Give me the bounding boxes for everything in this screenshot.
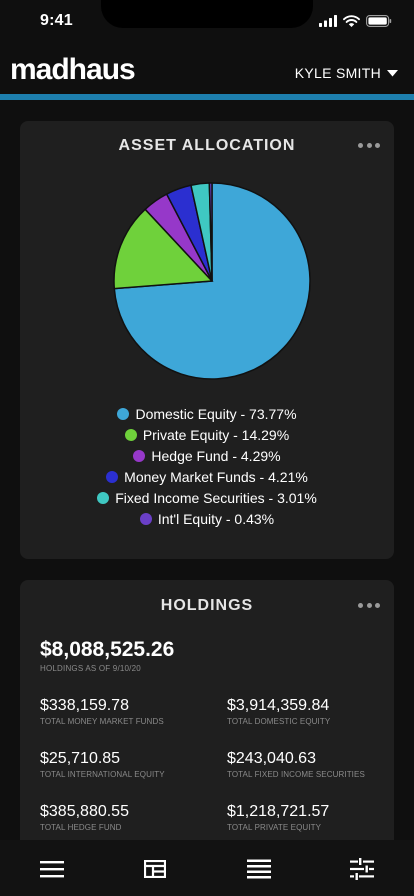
status-time: 9:41 <box>40 12 73 29</box>
holding-value: $3,914,359.84 <box>227 697 330 714</box>
legend-dot <box>97 491 110 504</box>
pie-slice-int-l-equity <box>208 182 213 282</box>
legend-label: Int'l Equity - 0.43% <box>157 510 275 527</box>
holding-label: TOTAL FIXED INCOME SECURITIES <box>227 770 365 779</box>
legend-label: Hedge Fund - 4.29% <box>151 447 281 464</box>
holding-value: $25,710.85 <box>40 750 121 767</box>
tab-dashboard[interactable] <box>133 857 177 881</box>
legend-dot <box>139 512 152 525</box>
brand-logo[interactable]: madhaus <box>10 53 136 86</box>
holding-label: TOTAL INTERNATIONAL EQUITY <box>40 770 165 779</box>
holding-value: $1,218,721.57 <box>227 803 330 820</box>
bottom-tab-bar <box>0 840 414 896</box>
holdings-card: HOLDINGS $8,088,525.26 HOLDINGS AS OF 9/… <box>20 580 394 870</box>
holding-value: $243,040.63 <box>227 750 316 767</box>
sliders-icon[interactable] <box>350 858 375 880</box>
holding-label: TOTAL DOMESTIC EQUITY <box>227 717 331 726</box>
holdings-date-label: HOLDINGS AS OF 9/10/20 <box>40 664 141 673</box>
legend-dot <box>124 428 137 441</box>
asset-allocation-title: ASSET ALLOCATION <box>118 137 296 154</box>
legend-item: Fixed Income Securities - 3.01% <box>20 487 394 508</box>
legend-label: Private Equity - 14.29% <box>142 426 290 443</box>
asset-allocation-card: ASSET ALLOCATION Domestic Equity - 73.77… <box>20 121 394 559</box>
app-header: madhaus KYLE SMITH <box>0 44 414 94</box>
legend-item: Hedge Fund - 4.29% <box>20 445 394 466</box>
holding-private-equity: $1,218,721.57 TOTAL PRIVATE EQUITY <box>227 802 380 832</box>
legend-dot <box>117 407 130 420</box>
holdings-title: HOLDINGS <box>160 597 254 614</box>
holding-value: $385,880.55 <box>40 803 129 820</box>
device-notch <box>101 0 313 28</box>
holding-label: TOTAL HEDGE FUND <box>40 823 122 832</box>
legend-item: Domestic Equity - 73.77% <box>20 403 394 424</box>
holding-label: TOTAL MONEY MARKET FUNDS <box>40 717 164 726</box>
legend-item: Money Market Funds - 4.21% <box>20 466 394 487</box>
battery-icon <box>366 15 392 27</box>
holding-international-equity: $25,710.85 TOTAL INTERNATIONAL EQUITY <box>40 749 227 779</box>
user-menu[interactable]: KYLE SMITH <box>295 65 398 81</box>
asset-allocation-legend: Domestic Equity - 73.77% Private Equity -… <box>20 403 394 529</box>
asset-allocation-pie-chart <box>113 182 311 380</box>
holding-fixed-income: $243,040.63 TOTAL FIXED INCOME SECURITIE… <box>227 749 380 779</box>
holding-domestic-equity: $3,914,359.84 TOTAL DOMESTIC EQUITY <box>227 696 380 726</box>
holding-value: $338,159.78 <box>40 697 129 714</box>
legend-item: Private Equity - 14.29% <box>20 424 394 445</box>
cellular-signal-icon <box>319 15 337 27</box>
header-accent-bar <box>0 94 414 100</box>
more-options-icon[interactable] <box>358 600 380 610</box>
caret-down-icon[interactable] <box>387 69 398 77</box>
holdings-grid: $338,159.78 TOTAL MONEY MARKET FUNDS $3,… <box>40 696 380 832</box>
tab-list[interactable] <box>237 857 281 881</box>
dashboard-icon[interactable] <box>144 860 167 878</box>
status-icons <box>319 14 392 28</box>
menu-icon[interactable] <box>39 860 64 878</box>
pie-slice-private-equity <box>113 208 214 290</box>
holding-money-market: $338,159.78 TOTAL MONEY MARKET FUNDS <box>40 696 227 726</box>
tab-menu[interactable] <box>30 857 74 881</box>
more-options-icon[interactable] <box>358 140 380 150</box>
tab-settings[interactable] <box>340 857 384 881</box>
legend-dot <box>133 449 146 462</box>
legend-item: Int'l Equity - 0.43% <box>20 508 394 529</box>
user-name[interactable]: KYLE SMITH <box>294 65 381 81</box>
status-bar: 9:41 <box>0 0 414 44</box>
wifi-icon <box>343 15 360 27</box>
holdings-total-value: $8,088,525.26 <box>40 638 175 661</box>
legend-label: Domestic Equity - 73.77% <box>135 405 297 422</box>
legend-label: Money Market Funds - 4.21% <box>124 468 308 485</box>
legend-label: Fixed Income Securities - 3.01% <box>115 489 317 506</box>
holding-hedge-fund: $385,880.55 TOTAL HEDGE FUND <box>40 802 227 832</box>
legend-dot <box>106 470 119 483</box>
holding-label: TOTAL PRIVATE EQUITY <box>227 823 322 832</box>
list-icon[interactable] <box>246 859 271 879</box>
